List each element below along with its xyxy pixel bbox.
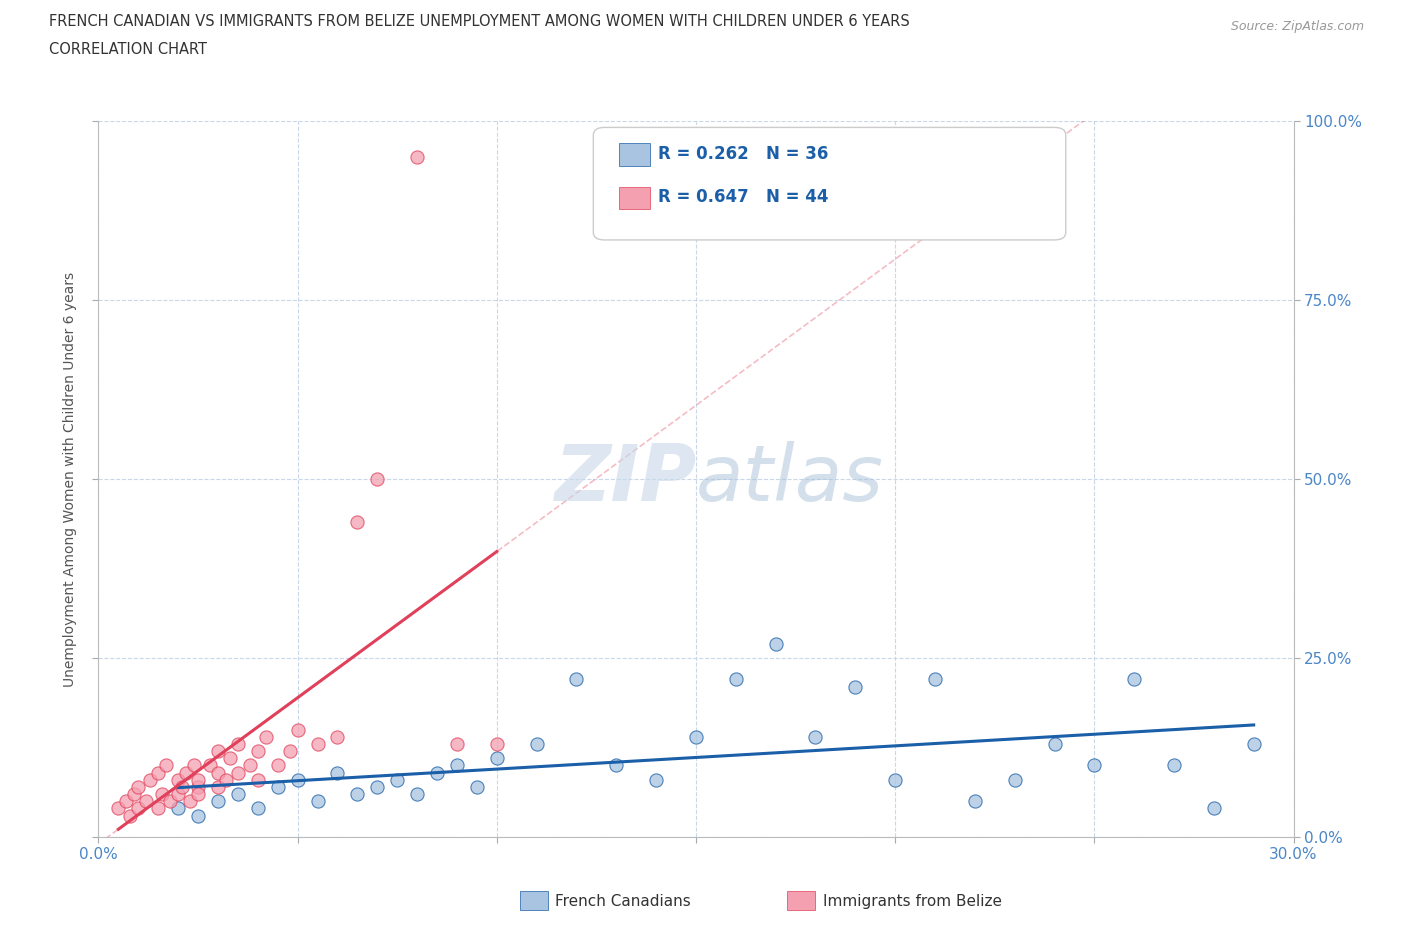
Point xyxy=(246,772,269,787)
Point xyxy=(485,751,508,765)
Point xyxy=(346,514,368,529)
Point xyxy=(187,772,209,787)
Point xyxy=(465,779,488,794)
Text: R = 0.262   N = 36: R = 0.262 N = 36 xyxy=(658,145,828,164)
Point xyxy=(844,679,866,694)
Point xyxy=(179,794,201,809)
Text: ZIP: ZIP xyxy=(554,441,696,517)
Point xyxy=(207,794,229,809)
Point xyxy=(226,737,249,751)
Point xyxy=(246,744,269,759)
Point xyxy=(406,787,429,802)
Point xyxy=(215,772,238,787)
Point xyxy=(804,729,827,744)
Y-axis label: Unemployment Among Women with Children Under 6 years: Unemployment Among Women with Children U… xyxy=(63,272,77,686)
Point xyxy=(150,787,173,802)
Point xyxy=(167,787,190,802)
Point xyxy=(446,737,468,751)
Point xyxy=(167,772,190,787)
Point xyxy=(326,765,349,780)
Text: atlas: atlas xyxy=(696,441,884,517)
Point xyxy=(605,758,627,773)
Point xyxy=(148,765,170,780)
Point xyxy=(278,744,301,759)
Point xyxy=(127,801,149,816)
Text: Source: ZipAtlas.com: Source: ZipAtlas.com xyxy=(1230,20,1364,33)
Point xyxy=(127,779,149,794)
Point xyxy=(267,758,290,773)
Point xyxy=(1043,737,1066,751)
Point xyxy=(1163,758,1185,773)
Point xyxy=(326,729,349,744)
Point xyxy=(1123,672,1146,687)
Point xyxy=(246,801,269,816)
Point xyxy=(307,737,329,751)
Point xyxy=(724,672,747,687)
Text: FRENCH CANADIAN VS IMMIGRANTS FROM BELIZE UNEMPLOYMENT AMONG WOMEN WITH CHILDREN: FRENCH CANADIAN VS IMMIGRANTS FROM BELIZ… xyxy=(49,14,910,29)
Point xyxy=(207,765,229,780)
Point xyxy=(187,787,209,802)
Point xyxy=(1202,801,1225,816)
Point xyxy=(115,794,138,809)
Text: CORRELATION CHART: CORRELATION CHART xyxy=(49,42,207,57)
Point xyxy=(239,758,262,773)
Point xyxy=(1083,758,1105,773)
Point xyxy=(307,794,329,809)
Point xyxy=(485,737,508,751)
Point xyxy=(187,779,209,794)
Point xyxy=(963,794,986,809)
Point xyxy=(172,779,194,794)
Text: R = 0.647   N = 44: R = 0.647 N = 44 xyxy=(658,188,828,206)
Point xyxy=(385,772,409,787)
Text: Immigrants from Belize: Immigrants from Belize xyxy=(823,894,1001,909)
Point xyxy=(765,636,787,651)
Point xyxy=(685,729,707,744)
Point xyxy=(1004,772,1026,787)
Point xyxy=(155,758,177,773)
Point xyxy=(526,737,548,751)
Point xyxy=(120,808,142,823)
Point xyxy=(446,758,468,773)
Point xyxy=(135,794,157,809)
Point xyxy=(426,765,449,780)
Point xyxy=(366,779,388,794)
Point xyxy=(254,729,277,744)
Point xyxy=(124,787,146,802)
Point xyxy=(167,801,190,816)
Point xyxy=(174,765,197,780)
Point xyxy=(924,672,946,687)
Point xyxy=(207,779,229,794)
Point xyxy=(226,765,249,780)
Point xyxy=(187,808,209,823)
Point xyxy=(226,787,249,802)
Point xyxy=(346,787,368,802)
Point xyxy=(219,751,242,765)
Point xyxy=(139,772,162,787)
Point xyxy=(884,772,907,787)
Point xyxy=(645,772,668,787)
Point xyxy=(198,758,221,773)
Point xyxy=(107,801,129,816)
Point xyxy=(287,722,309,737)
Point xyxy=(267,779,290,794)
Point xyxy=(287,772,309,787)
Point xyxy=(1243,737,1265,751)
Text: French Canadians: French Canadians xyxy=(555,894,692,909)
Point xyxy=(159,794,181,809)
Point xyxy=(565,672,588,687)
Point xyxy=(183,758,205,773)
Point xyxy=(406,150,429,165)
Point xyxy=(207,744,229,759)
Point xyxy=(366,472,388,486)
Point xyxy=(148,801,170,816)
